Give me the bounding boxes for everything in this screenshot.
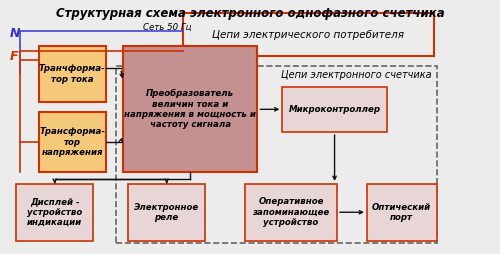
Bar bbox=[245, 184, 337, 241]
Text: Электронное
реле: Электронное реле bbox=[134, 202, 200, 222]
Bar bbox=[38, 46, 106, 102]
Text: Оптический
порт: Оптический порт bbox=[372, 202, 432, 222]
Text: Микроконтроллер: Микроконтроллер bbox=[288, 105, 380, 114]
Text: Структурная схема электронного однофазного счетчика: Структурная схема электронного однофазно… bbox=[56, 7, 444, 20]
Text: Дисплей -
устройство
индикации: Дисплей - устройство индикации bbox=[27, 197, 82, 227]
Bar bbox=[38, 112, 106, 172]
Text: Оперативное
запоминающее
устройство: Оперативное запоминающее устройство bbox=[252, 197, 330, 227]
Bar bbox=[123, 46, 258, 172]
Text: Транчформа-
тор тока: Транчформа- тор тока bbox=[39, 64, 106, 84]
Bar bbox=[116, 66, 436, 243]
Bar bbox=[367, 184, 436, 241]
Text: F: F bbox=[10, 50, 18, 63]
Bar bbox=[282, 87, 387, 132]
Text: Цепи электрического потребителя: Цепи электрического потребителя bbox=[212, 30, 404, 40]
Text: Преобразователь
величин тока и
напряжения в мощность и
частоту сигнала: Преобразователь величин тока и напряжени… bbox=[124, 89, 256, 130]
Text: Цепи электронного счетчика: Цепи электронного счетчика bbox=[281, 70, 432, 80]
Bar bbox=[16, 184, 94, 241]
Bar bbox=[128, 184, 205, 241]
Text: Сеть 50 Гц: Сеть 50 Гц bbox=[143, 23, 192, 32]
Bar bbox=[183, 13, 434, 56]
Text: Трансформа-
тор
напряжения: Трансформа- тор напряжения bbox=[39, 127, 105, 157]
Text: N: N bbox=[10, 27, 20, 40]
